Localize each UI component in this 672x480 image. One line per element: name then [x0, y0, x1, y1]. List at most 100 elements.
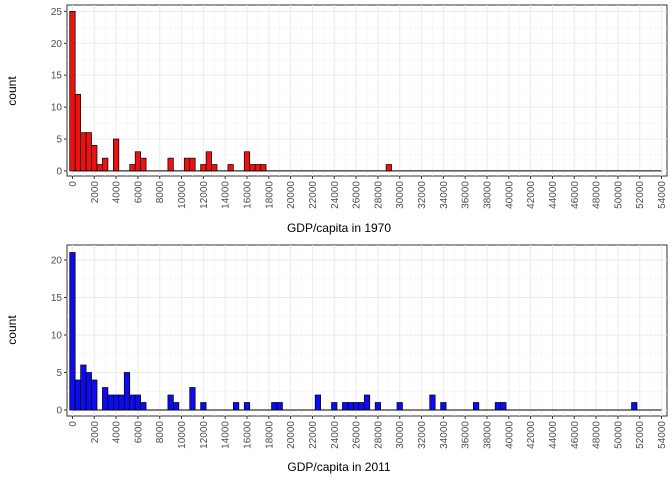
histogram-bar [113, 394, 120, 411]
histogram-bar [85, 132, 92, 172]
histogram-bar [473, 402, 480, 411]
x-tick-label: 44000 [548, 181, 559, 209]
histogram-bar [102, 387, 109, 411]
x-tick-label: 38000 [483, 421, 494, 449]
y-axis-title-2011: count [5, 315, 19, 345]
histogram-bar [211, 164, 218, 172]
histogram-bar [385, 164, 392, 172]
histogram-bar [183, 157, 191, 172]
x-tick-label: 4000 [112, 421, 123, 444]
histogram-bar [374, 402, 381, 411]
histogram-bar [254, 164, 261, 172]
histogram-bar [271, 402, 278, 411]
x-tick-label: 32000 [417, 421, 428, 449]
x-tick-label: 20000 [286, 181, 297, 209]
x-tick-label: 28000 [373, 181, 384, 209]
panel-1970: 0 5 10 15 20 25 0 2000 4000 6000 8000 10000 12000 14… [5, 4, 668, 235]
histogram-bar [129, 394, 136, 411]
histogram-bar [331, 402, 338, 411]
bars-2011 [69, 252, 662, 411]
x-tick-label: 46000 [570, 421, 581, 449]
y-ticks-1970: 0 5 10 15 20 25 [51, 7, 67, 177]
histogram-bar [91, 379, 98, 411]
x-tick-label: 50000 [613, 421, 624, 449]
x-tick-label: 22000 [308, 181, 319, 209]
histogram-bar [118, 394, 125, 411]
histogram-bar [134, 151, 141, 172]
histogram-bar [134, 394, 141, 411]
histogram-bar [189, 387, 196, 411]
histogram-bar [129, 164, 136, 172]
y-tick-label: 15 [51, 71, 63, 82]
x-tick-label: 40000 [504, 181, 515, 209]
x-tick-label: 46000 [570, 181, 581, 209]
histogram-bar [107, 394, 114, 411]
x-tick-label: 16000 [243, 181, 254, 209]
gridlines-2011 [67, 245, 667, 416]
x-tick-label: 4000 [112, 181, 123, 204]
x-tick-label: 24000 [330, 181, 341, 209]
histogram-bar [631, 402, 638, 411]
histogram-bar [358, 402, 365, 411]
histogram-bar [189, 157, 196, 172]
x-tick-label: 6000 [133, 181, 144, 204]
histogram-bar [494, 402, 501, 411]
x-tick-label: 14000 [221, 421, 232, 449]
y-tick-label: 15 [51, 293, 63, 304]
histogram-bar [227, 164, 234, 172]
histogram-bar [123, 372, 131, 411]
x-tick-label: 52000 [635, 421, 646, 449]
x-tick-label: 2000 [90, 421, 101, 444]
histogram-bar [113, 138, 120, 172]
x-tick-label: 14000 [221, 181, 232, 209]
x-tick-label: 40000 [504, 421, 515, 449]
x-tick-label: 32000 [417, 181, 428, 209]
histogram-bar [396, 402, 403, 411]
histogram-bar [314, 394, 321, 411]
histogram-bar [276, 402, 283, 411]
x-tick-label: 24000 [330, 421, 341, 449]
histogram-bar [85, 372, 92, 411]
y-tick-label: 0 [56, 166, 62, 177]
x-tick-label: 22000 [308, 421, 319, 449]
histogram-bar [260, 164, 267, 172]
x-tick-label: 12000 [199, 181, 210, 209]
y-tick-label: 10 [51, 103, 63, 114]
x-tick-label: 0 [68, 181, 79, 187]
x-tick-label: 16000 [243, 421, 254, 449]
histogram-bar [69, 252, 76, 411]
y-tick-label: 0 [56, 406, 62, 417]
x-tick-label: 6000 [133, 421, 144, 444]
histogram-bar [167, 157, 174, 172]
x-tick-label: 8000 [155, 181, 166, 204]
x-tick-label: 52000 [635, 181, 646, 209]
histogram-bar [140, 402, 147, 411]
histogram-bar [69, 11, 76, 172]
y-tick-label: 5 [56, 368, 62, 379]
y-tick-label: 20 [51, 256, 63, 267]
x-tick-label: 2000 [90, 181, 101, 204]
x-tick-label: 38000 [483, 181, 494, 209]
x-tick-label: 54000 [657, 181, 668, 209]
y-tick-label: 20 [51, 39, 63, 50]
bars-1970 [69, 11, 662, 172]
histogram-bar [96, 164, 103, 172]
x-tick-label: 50000 [613, 181, 624, 209]
x-tick-label: 26000 [352, 181, 363, 209]
x-tick-label: 8000 [155, 421, 166, 444]
histogram-bar [102, 157, 109, 172]
histogram-bar [353, 402, 360, 411]
histogram-bar [243, 402, 251, 411]
y-axis-title-1970: count [5, 76, 19, 106]
histogram-bar [363, 394, 371, 411]
x-tick-label: 18000 [264, 181, 275, 209]
histogram-bar [440, 402, 447, 411]
histogram-bar [342, 402, 349, 411]
histogram-bar [140, 157, 147, 172]
histogram-bar [347, 402, 354, 411]
histogram-bar [80, 364, 87, 411]
x-tick-label: 44000 [548, 421, 559, 449]
x-ticks-1970: 0 2000 4000 6000 8000 10000 12000 14000 16000 180… [68, 176, 668, 209]
x-tick-label: 10000 [177, 421, 188, 449]
y-ticks-2011: 0 5 10 15 20 [51, 256, 67, 417]
